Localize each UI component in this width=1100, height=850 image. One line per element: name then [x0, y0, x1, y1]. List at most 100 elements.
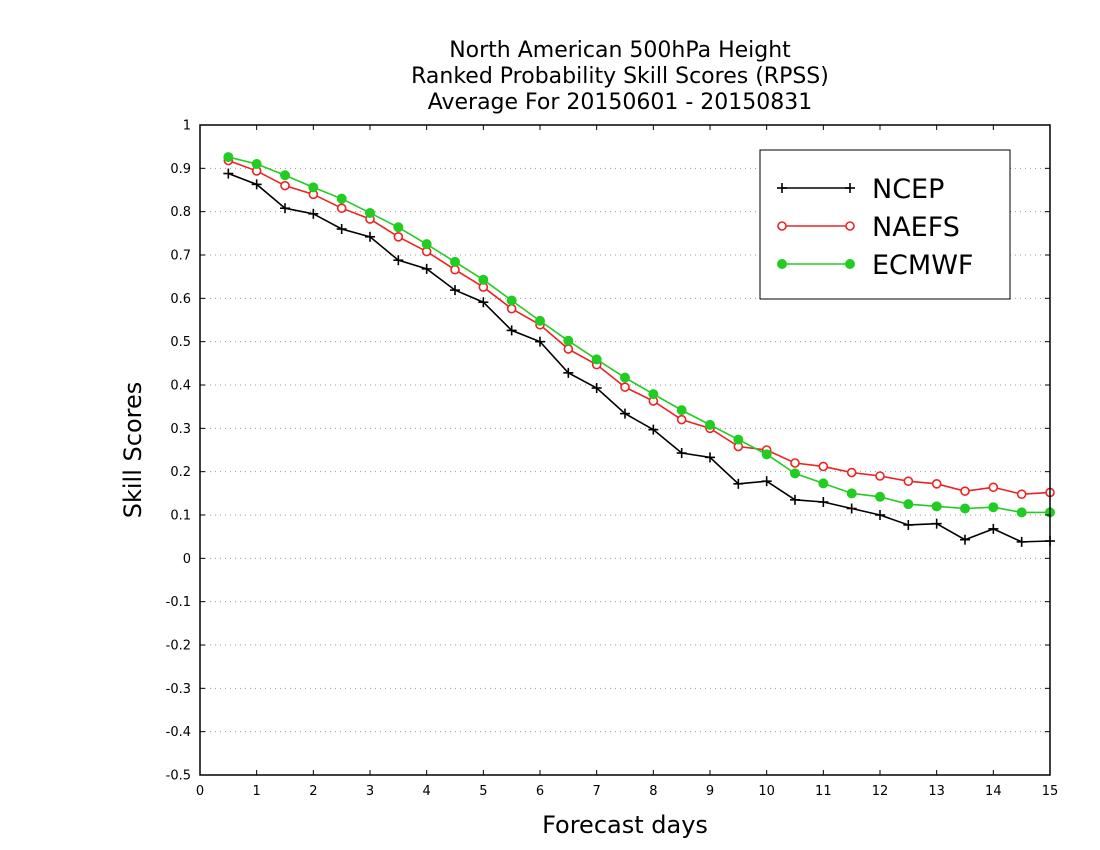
data-point-ecmwf: [365, 207, 375, 218]
data-point-ecmwf: [421, 239, 432, 250]
data-point-naefs: [393, 232, 404, 242]
data-point-naefs: [931, 478, 942, 489]
gridlines: [200, 167, 1050, 733]
plot-frame: [199, 124, 1051, 776]
x-tick-label: 13: [928, 784, 945, 799]
data-point-ncep: [308, 208, 319, 219]
y-tick-label: 0.5: [170, 335, 191, 350]
data-point-naefs: [790, 458, 800, 468]
data-point-naefs: [563, 344, 574, 354]
y-axis-label: Skill Scores: [119, 382, 147, 519]
data-point-ncep: [960, 534, 970, 545]
y-tick-label: 0.4: [170, 379, 191, 394]
data-point-ecmwf: [903, 499, 914, 510]
legend-marker-ecmwf: [845, 259, 855, 269]
data-point-ncep: [365, 231, 375, 242]
data-point-ncep: [705, 452, 715, 463]
y-tick-label: 0.2: [170, 465, 191, 480]
legend-label-naefs: NAEFS: [872, 212, 960, 243]
data-point-naefs: [818, 461, 829, 472]
y-tick-label: 0.3: [170, 422, 191, 437]
x-tick-label: 2: [309, 784, 317, 799]
data-point-ncep: [535, 336, 545, 347]
data-point-ncep: [620, 408, 630, 419]
y-tick-label: -0.4: [166, 725, 191, 740]
legend-entry-ecmwf: ECMWF: [777, 250, 973, 281]
y-tick-label: -0.1: [166, 595, 191, 610]
x-tick-label: 6: [536, 784, 544, 799]
data-point-ncep: [790, 494, 800, 505]
data-point-ncep: [1016, 536, 1027, 547]
data-point-ecmwf: [676, 405, 687, 416]
x-axis-label: Forecast days: [542, 811, 708, 839]
y-tick-label: 0.1: [170, 509, 191, 524]
data-point-ecmwf: [535, 315, 545, 326]
data-point-naefs: [875, 471, 885, 481]
y-tick-label: 0: [183, 552, 191, 567]
data-point-ecmwf: [308, 182, 319, 193]
y-tick-label: -0.5: [166, 769, 191, 784]
axis-ticks: -0.5 -0.4 -0.3 -0.2 -0.1 0 0.1 0.2 0.3 0.4 0.5 0.6 0…: [166, 119, 1059, 800]
chart-title-line-2: Ranked Probability Skill Scores (RPSS): [411, 64, 829, 89]
data-point-naefs: [506, 303, 517, 314]
legend-marker-ncep: [845, 183, 855, 193]
data-point-ncep: [761, 476, 772, 487]
data-point-ecmwf: [280, 170, 290, 181]
x-tick-label: 12: [872, 784, 889, 799]
data-point-ncep: [875, 510, 885, 520]
x-tick-label: 10: [758, 784, 775, 799]
y-tick-label: 0.6: [170, 292, 191, 307]
legend-marker-ecmwf: [777, 259, 787, 269]
data-point-naefs: [903, 476, 914, 487]
data-point-ncep: [988, 523, 999, 534]
series-layer: [223, 152, 1055, 547]
data-point-ecmwf: [931, 501, 942, 512]
data-point-naefs: [620, 382, 630, 392]
data-point-ncep: [733, 478, 744, 489]
legend-marker-naefs: [845, 221, 855, 231]
x-tick-label: 14: [985, 784, 1002, 799]
data-point-ncep: [251, 179, 262, 190]
data-point-naefs: [1016, 489, 1027, 500]
data-point-ecmwf: [818, 478, 829, 489]
y-tick-label: -0.3: [166, 682, 191, 697]
data-point-ecmwf: [733, 434, 744, 445]
data-point-ncep: [931, 518, 942, 529]
y-tick-label: 0.8: [170, 205, 191, 220]
data-point-ecmwf: [506, 295, 517, 306]
data-point-ecmwf: [988, 502, 999, 513]
data-point-naefs: [280, 180, 290, 191]
legend-box: [759, 149, 1011, 300]
x-tick-label: 0: [196, 784, 204, 799]
legend-entry-ncep: NCEP: [777, 174, 944, 205]
y-tick-label: -0.2: [166, 639, 191, 654]
y-tick-label: 0.9: [170, 162, 191, 177]
data-point-naefs: [336, 203, 347, 213]
data-point-ncep: [903, 519, 914, 530]
legend-label-ncep: NCEP: [872, 174, 944, 205]
data-point-ecmwf: [846, 488, 857, 499]
data-point-ecmwf: [563, 335, 574, 346]
legend-marker-ncep: [777, 183, 787, 193]
data-point-ecmwf: [620, 372, 630, 383]
y-tick-label: 0.7: [170, 249, 191, 264]
data-point-ecmwf: [790, 468, 800, 479]
x-tick-label: 11: [815, 784, 832, 799]
y-tick-label: 1: [183, 119, 191, 134]
data-point-ecmwf: [1016, 507, 1027, 518]
data-point-naefs: [960, 486, 970, 496]
x-tick-label: 7: [593, 784, 601, 799]
data-point-ncep: [818, 497, 829, 507]
data-point-ncep: [591, 383, 602, 394]
data-point-ncep: [506, 325, 517, 336]
data-point-ecmwf: [761, 449, 772, 460]
data-point-ncep: [478, 297, 489, 308]
x-tick-label: 9: [706, 784, 714, 799]
x-tick-label: 3: [366, 784, 374, 799]
x-tick-label: 1: [253, 784, 261, 799]
chart-title-line-3: Average For 20150601 - 20150831: [428, 90, 813, 115]
data-point-ncep: [563, 367, 574, 378]
data-point-ncep: [280, 203, 290, 214]
